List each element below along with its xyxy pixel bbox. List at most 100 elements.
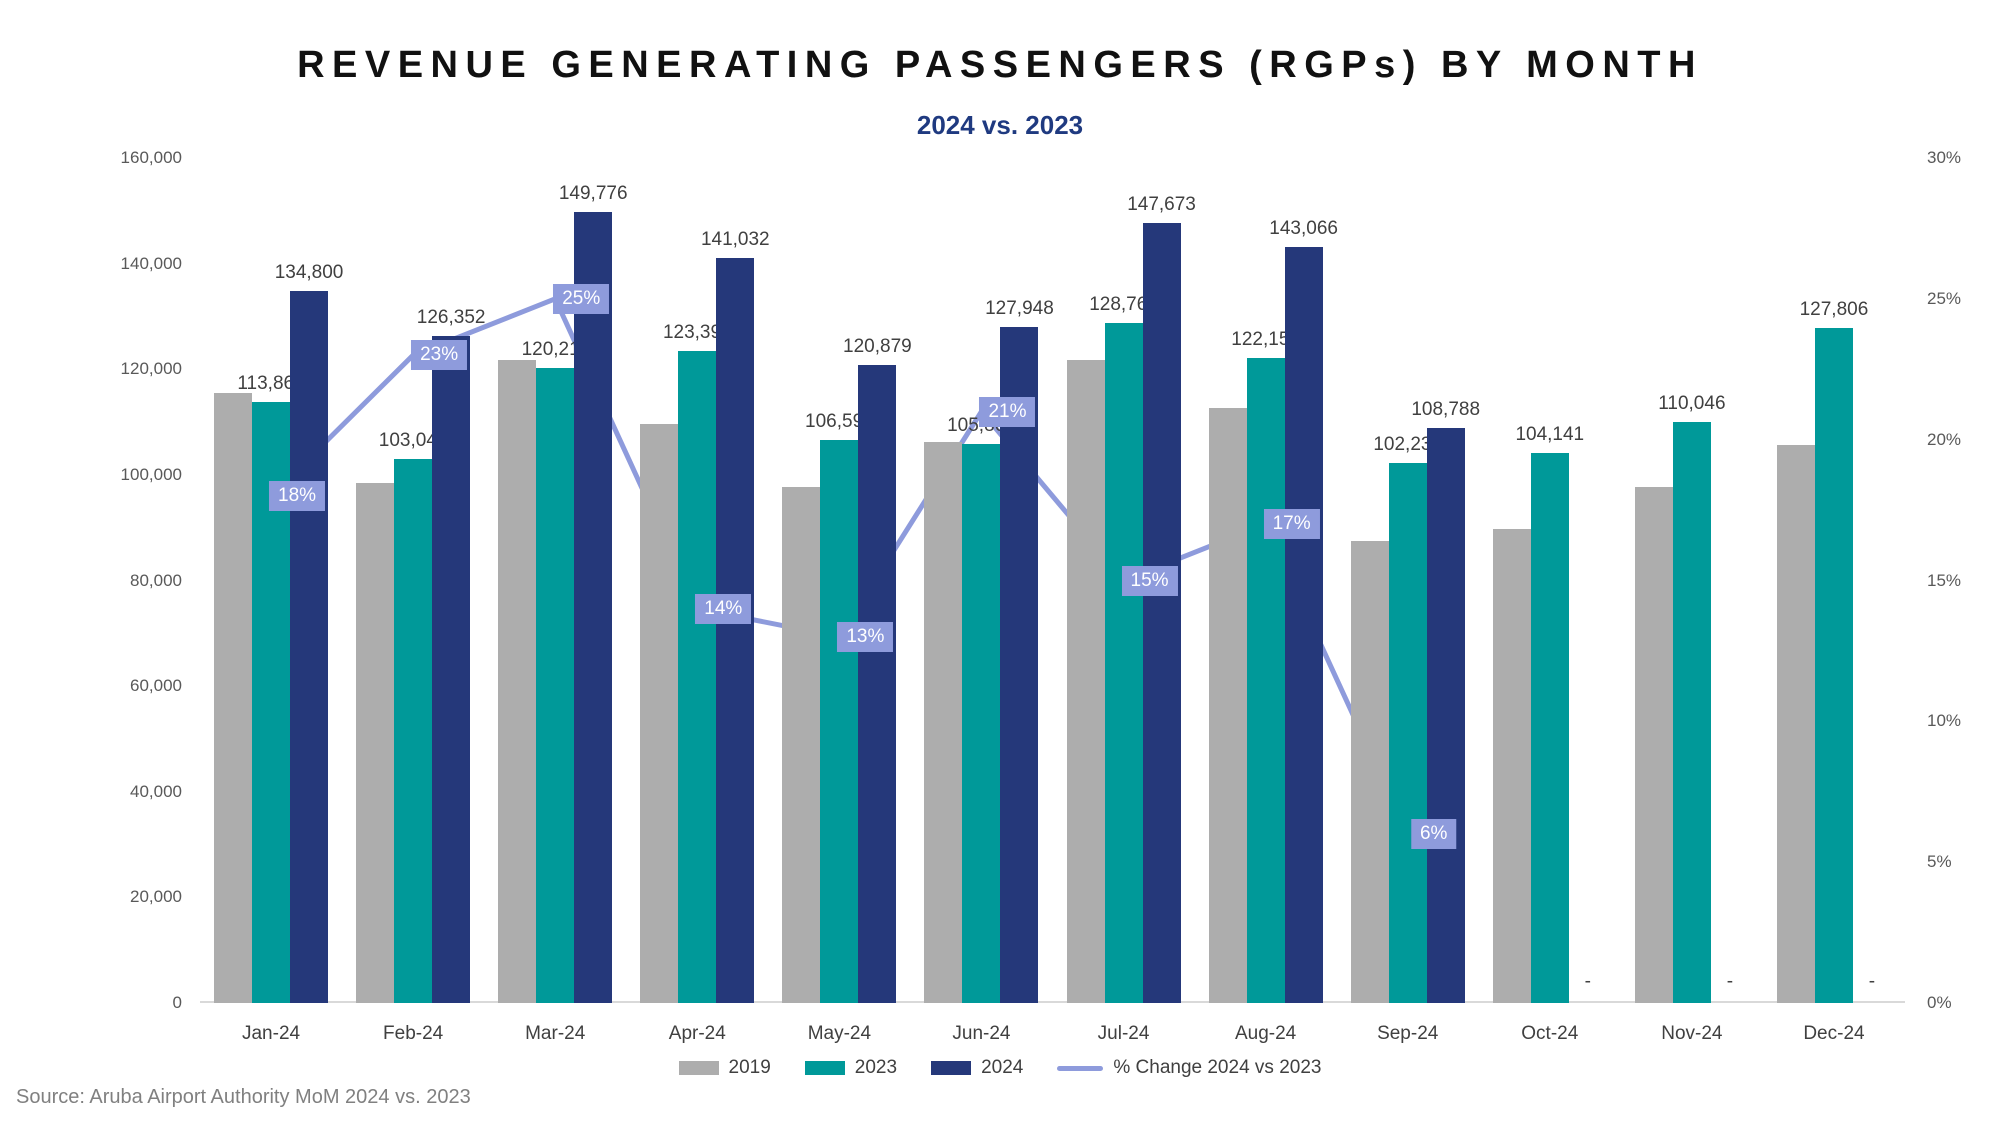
legend-label: 2023 <box>854 1057 898 1078</box>
pct-change-label-Apr-24: 14% <box>695 593 752 624</box>
y-axis-tick-label: 20,000 <box>130 887 182 907</box>
bar-2019-May-24[interactable] <box>782 486 821 1003</box>
bar-2023-Apr-24[interactable] <box>678 351 717 1003</box>
pct-change-label-Jan-24: 18% <box>269 481 326 511</box>
bar-2024-Jan-24[interactable] <box>290 291 329 1003</box>
bar-2019-Nov-24[interactable] <box>1634 487 1673 1003</box>
bar-value-label: 122,152 <box>1231 328 1300 350</box>
bar-2019-Mar-24[interactable] <box>498 360 537 1003</box>
y-axis-tick-label: 0 <box>172 993 182 1012</box>
bar-value-label: 143,066 <box>1269 218 1338 240</box>
y2-axis-tick-label: 30% <box>1927 148 1962 167</box>
x-axis-tick-label: Dec-24 <box>1803 1023 1865 1044</box>
bar-2019-Feb-24[interactable] <box>356 482 395 1003</box>
bar-2023-Feb-24[interactable] <box>394 458 433 1003</box>
pct-change-label-Jun-24: 21% <box>979 396 1036 427</box>
bar-value-label: 108,788 <box>1411 399 1481 421</box>
bar-2024-Sep-24[interactable] <box>1426 428 1465 1003</box>
y2-axis-tick-label: 25% <box>1927 288 1962 308</box>
bar-2019-Jan-24[interactable] <box>214 392 253 1003</box>
bar-value-dash: - <box>1584 971 1591 992</box>
y-axis-tick-label: 120,000 <box>120 359 182 379</box>
bar-2024-Mar-24[interactable] <box>574 212 613 1003</box>
legend-label: 2019 <box>728 1057 771 1078</box>
bar-value-label: 103,048 <box>378 429 448 451</box>
pct-change-label-Aug-24: 17% <box>1263 509 1320 540</box>
bar-2019-Oct-24[interactable] <box>1492 529 1531 1003</box>
y-axis-tick-label: 160,000 <box>120 148 182 167</box>
bar-value-label: 102,233 <box>1373 434 1443 456</box>
x-axis-tick-label: Jan-24 <box>241 1023 301 1044</box>
x-axis-tick-label: Apr-24 <box>668 1023 726 1044</box>
legend-swatch-icon <box>931 1061 972 1075</box>
bar-2019-Jun-24[interactable] <box>924 442 963 1003</box>
bar-value-label: 127,806 <box>1799 299 1869 321</box>
bar-value-label: 123,399 <box>662 322 732 344</box>
bar-value-label: 128,764 <box>1089 293 1158 315</box>
y-axis-tick-label: 40,000 <box>130 781 182 801</box>
x-axis-tick-label: May-24 <box>807 1023 872 1044</box>
bar-2023-Jun-24[interactable] <box>962 443 1001 1003</box>
bar-value-label: 104,141 <box>1515 424 1585 445</box>
y-axis-tick-label: 140,000 <box>120 253 182 273</box>
pct-change-label-Sep-24: 6% <box>1410 819 1457 849</box>
x-axis-tick-label: Jun-24 <box>952 1023 1011 1044</box>
legend-item-2023[interactable]: 2023 <box>804 1057 898 1079</box>
bar-value-label: 120,211 <box>521 339 589 361</box>
bar-2023-May-24[interactable] <box>820 440 859 1003</box>
pct-change-label-May-24: 13% <box>837 621 894 652</box>
bar-value-label: 134,800 <box>274 262 344 284</box>
bar-2023-Sep-24[interactable] <box>1388 463 1427 1003</box>
plot-area: 0 20,000 40,000 60,000 80,000 100,000 120,000 1… <box>121 148 1961 1044</box>
bar-2019-Dec-24[interactable] <box>1776 445 1815 1003</box>
y-axis-tick-label: 80,000 <box>130 570 182 590</box>
bar-2023-Nov-24[interactable] <box>1672 421 1711 1003</box>
bar-2019-Sep-24[interactable] <box>1350 541 1389 1003</box>
plot-inner: 0 20,000 40,000 60,000 80,000 100,000 120,000 1… <box>121 148 1961 1044</box>
bar-2024-Feb-24[interactable] <box>432 335 471 1003</box>
pct-change-label-Jul-24: 15% <box>1121 565 1178 596</box>
bar-2019-Aug-24[interactable] <box>1208 407 1247 1003</box>
legend-item-change-2024-vs-2023[interactable]: % Change 2024 vs 2023 <box>1057 1057 1321 1079</box>
bar-2024-Apr-24[interactable] <box>716 258 755 1003</box>
bar-2019-Apr-24[interactable] <box>640 423 679 1003</box>
bar-value-label: 149,776 <box>558 182 628 204</box>
bar-value-label: 120,879 <box>843 335 912 357</box>
x-axis-tick-label: Mar-24 <box>525 1023 586 1044</box>
bar-value-dash: - <box>1868 971 1876 992</box>
legend-label: 2024 <box>981 1057 1024 1078</box>
legend-line-icon <box>1057 1065 1104 1071</box>
legend-swatch-icon <box>804 1061 845 1075</box>
source-note: Source: Aruba Airport Authority MoM 2024… <box>16 1086 471 1108</box>
pct-change-label-Feb-24: 23% <box>411 340 468 371</box>
bar-2023-Jul-24[interactable] <box>1104 322 1143 1003</box>
y2-axis-tick-label: 10% <box>1927 711 1962 731</box>
x-axis-tick-label: Jul-24 <box>1097 1023 1150 1044</box>
page-title: REVENUE GENERATING PASSENGERS (RGPs) BY … <box>297 44 1703 86</box>
bar-2023-Dec-24[interactable] <box>1814 328 1853 1003</box>
legend-item-2019[interactable]: 2019 <box>678 1057 771 1079</box>
x-axis-tick-label: Oct-24 <box>1521 1023 1579 1044</box>
bar-2024-Aug-24[interactable] <box>1284 247 1323 1003</box>
y-axis-tick-label: 60,000 <box>130 676 182 696</box>
y2-axis-tick-label: 15% <box>1927 570 1962 590</box>
legend-item-2024[interactable]: 2024 <box>931 1057 1023 1079</box>
x-axis-tick-label: Nov-24 <box>1661 1023 1723 1044</box>
y2-axis-tick-label: 5% <box>1927 852 1952 872</box>
bar-2024-Jun-24[interactable] <box>1000 327 1039 1003</box>
bar-2024-Jul-24[interactable] <box>1142 223 1181 1003</box>
page-subtitle: 2024 vs. 2023 <box>916 110 1084 140</box>
bar-2023-Mar-24[interactable] <box>536 368 575 1003</box>
x-axis-tick-label: Feb-24 <box>383 1023 444 1044</box>
bar-2024-May-24[interactable] <box>858 364 897 1003</box>
legend-swatch-icon <box>678 1061 719 1075</box>
bar-value-label: 110,046 <box>1658 392 1726 414</box>
bar-value-label: 127,948 <box>985 298 1054 320</box>
y-axis-tick-label: 100,000 <box>120 464 182 484</box>
bar-2019-Jul-24[interactable] <box>1066 359 1105 1003</box>
y2-axis-tick-label: 20% <box>1927 429 1962 449</box>
bar-2023-Oct-24[interactable] <box>1530 453 1569 1003</box>
legend: 2019 2023 2024 % Change 2024 vs 2023 <box>0 1057 2000 1079</box>
bar-2023-Aug-24[interactable] <box>1246 357 1285 1003</box>
